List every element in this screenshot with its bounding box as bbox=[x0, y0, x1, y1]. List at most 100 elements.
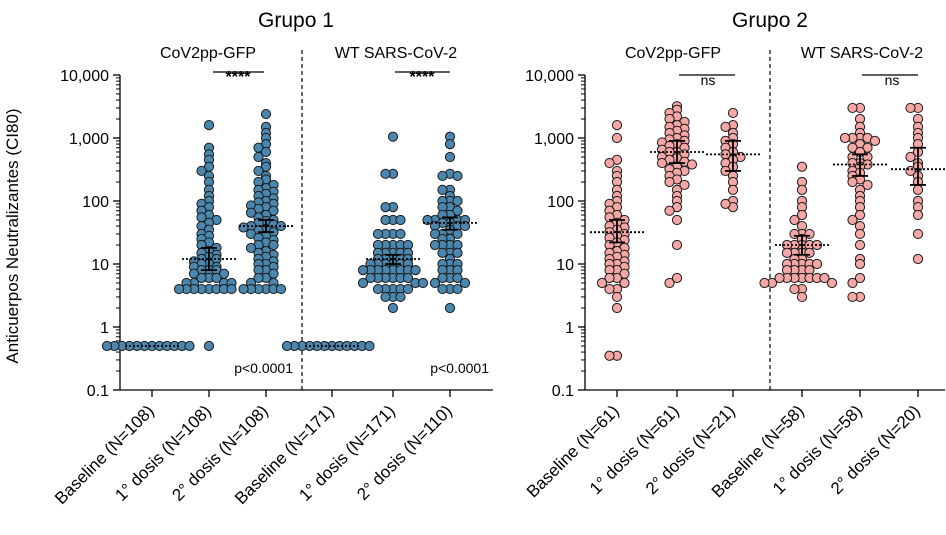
data-point bbox=[364, 340, 375, 352]
data-point bbox=[796, 184, 808, 196]
data-point bbox=[380, 291, 391, 303]
chart-title-grupo-1: Grupo 1 bbox=[258, 9, 334, 32]
series-4 bbox=[281, 340, 375, 352]
data-point bbox=[804, 247, 815, 259]
y-tick-label: 10 bbox=[91, 257, 109, 274]
data-point bbox=[796, 291, 808, 303]
data-point bbox=[452, 247, 463, 259]
data-point bbox=[429, 239, 441, 251]
data-point bbox=[422, 214, 433, 226]
data-point bbox=[395, 214, 406, 226]
data-point bbox=[912, 209, 924, 221]
data-point bbox=[611, 302, 623, 314]
y-tick-label: 100 bbox=[82, 194, 109, 211]
data-point bbox=[905, 151, 916, 163]
y-tick-label: 0.1 bbox=[87, 383, 109, 400]
data-point bbox=[253, 151, 264, 163]
data-point bbox=[196, 165, 207, 177]
data-point bbox=[184, 340, 195, 352]
data-point bbox=[196, 272, 207, 284]
y-tick-label: 100 bbox=[547, 194, 574, 211]
data-point bbox=[357, 265, 369, 276]
y-tick-label: 1,000 bbox=[534, 131, 574, 148]
data-point bbox=[847, 291, 858, 303]
y-tick-label: 0.1 bbox=[552, 383, 574, 400]
series-2 bbox=[650, 101, 704, 289]
series-5 bbox=[833, 102, 887, 303]
series-5 bbox=[357, 131, 429, 314]
data-point bbox=[372, 283, 384, 295]
y-tick-label: 10,000 bbox=[60, 68, 109, 85]
x-tick-label: 1° dosis (N=108) bbox=[111, 401, 214, 504]
data-point bbox=[611, 132, 623, 144]
data-point bbox=[789, 283, 800, 295]
data-point bbox=[372, 228, 384, 240]
data-point bbox=[656, 157, 668, 169]
data-point bbox=[410, 265, 421, 276]
data-point bbox=[664, 277, 675, 289]
data-point bbox=[774, 272, 785, 284]
series-1 bbox=[590, 120, 644, 361]
data-point bbox=[720, 198, 731, 209]
data-point bbox=[847, 176, 858, 188]
chart-title-grupo-2: Grupo 2 bbox=[732, 9, 808, 32]
series-6 bbox=[422, 131, 477, 314]
data-point bbox=[796, 161, 808, 172]
data-point bbox=[211, 272, 222, 284]
data-point bbox=[380, 214, 391, 226]
series-4 bbox=[759, 161, 838, 303]
subtitle-cov2pp-gfp-1: CoV2pp-GFP bbox=[160, 45, 256, 62]
subtitle-cov2pp-gfp-2: CoV2pp-GFP bbox=[625, 45, 721, 62]
data-point bbox=[395, 291, 406, 303]
data-point bbox=[395, 228, 406, 240]
data-point bbox=[611, 120, 623, 131]
data-point bbox=[854, 239, 866, 251]
data-point bbox=[671, 272, 683, 284]
data-point bbox=[720, 121, 731, 133]
data-point bbox=[226, 283, 237, 295]
data-point bbox=[452, 195, 463, 207]
data-point bbox=[789, 214, 800, 226]
data-point bbox=[854, 272, 866, 284]
series-2 bbox=[173, 120, 237, 352]
data-point bbox=[260, 146, 272, 158]
data-point bbox=[619, 277, 630, 289]
data-point bbox=[387, 302, 399, 314]
data-point bbox=[245, 242, 257, 254]
data-point bbox=[912, 253, 924, 265]
y-tick-label: 10,000 bbox=[525, 68, 574, 85]
data-point bbox=[819, 272, 830, 284]
data-point bbox=[260, 108, 272, 120]
significance-label-1b: **** bbox=[410, 69, 436, 86]
y-tick-label: 1 bbox=[100, 320, 109, 337]
data-point bbox=[664, 176, 675, 188]
data-point bbox=[854, 209, 866, 221]
data-point bbox=[173, 283, 185, 295]
data-point bbox=[847, 102, 858, 114]
y-tick-label: 1 bbox=[565, 320, 574, 337]
data-point bbox=[905, 102, 916, 114]
data-point bbox=[912, 184, 924, 196]
data-point bbox=[402, 272, 414, 284]
data-point bbox=[611, 291, 623, 303]
data-point bbox=[854, 258, 866, 270]
data-point bbox=[365, 272, 376, 284]
significance-label-1a: **** bbox=[226, 69, 252, 86]
p-value-label-1b: p<0.0001 bbox=[430, 360, 489, 376]
data-point bbox=[839, 132, 851, 144]
data-point bbox=[869, 135, 881, 146]
panel-grupo-1: Grupo 1 CoV2pp-GFP WT SARS-CoV-2 **** **… bbox=[160, 9, 489, 376]
data-point bbox=[245, 207, 257, 218]
data-point bbox=[203, 340, 215, 352]
data-point bbox=[444, 302, 456, 314]
x-tick-label: Baseline (N=108) bbox=[51, 401, 158, 508]
data-point bbox=[759, 277, 770, 289]
data-point bbox=[452, 170, 463, 182]
data-point bbox=[671, 239, 683, 251]
data-point bbox=[452, 283, 463, 295]
data-point bbox=[727, 184, 739, 196]
data-point bbox=[268, 239, 279, 251]
data-point bbox=[444, 139, 456, 150]
y-axis-label: Anticuerpos Neutralizantes (CI80) bbox=[3, 108, 22, 363]
